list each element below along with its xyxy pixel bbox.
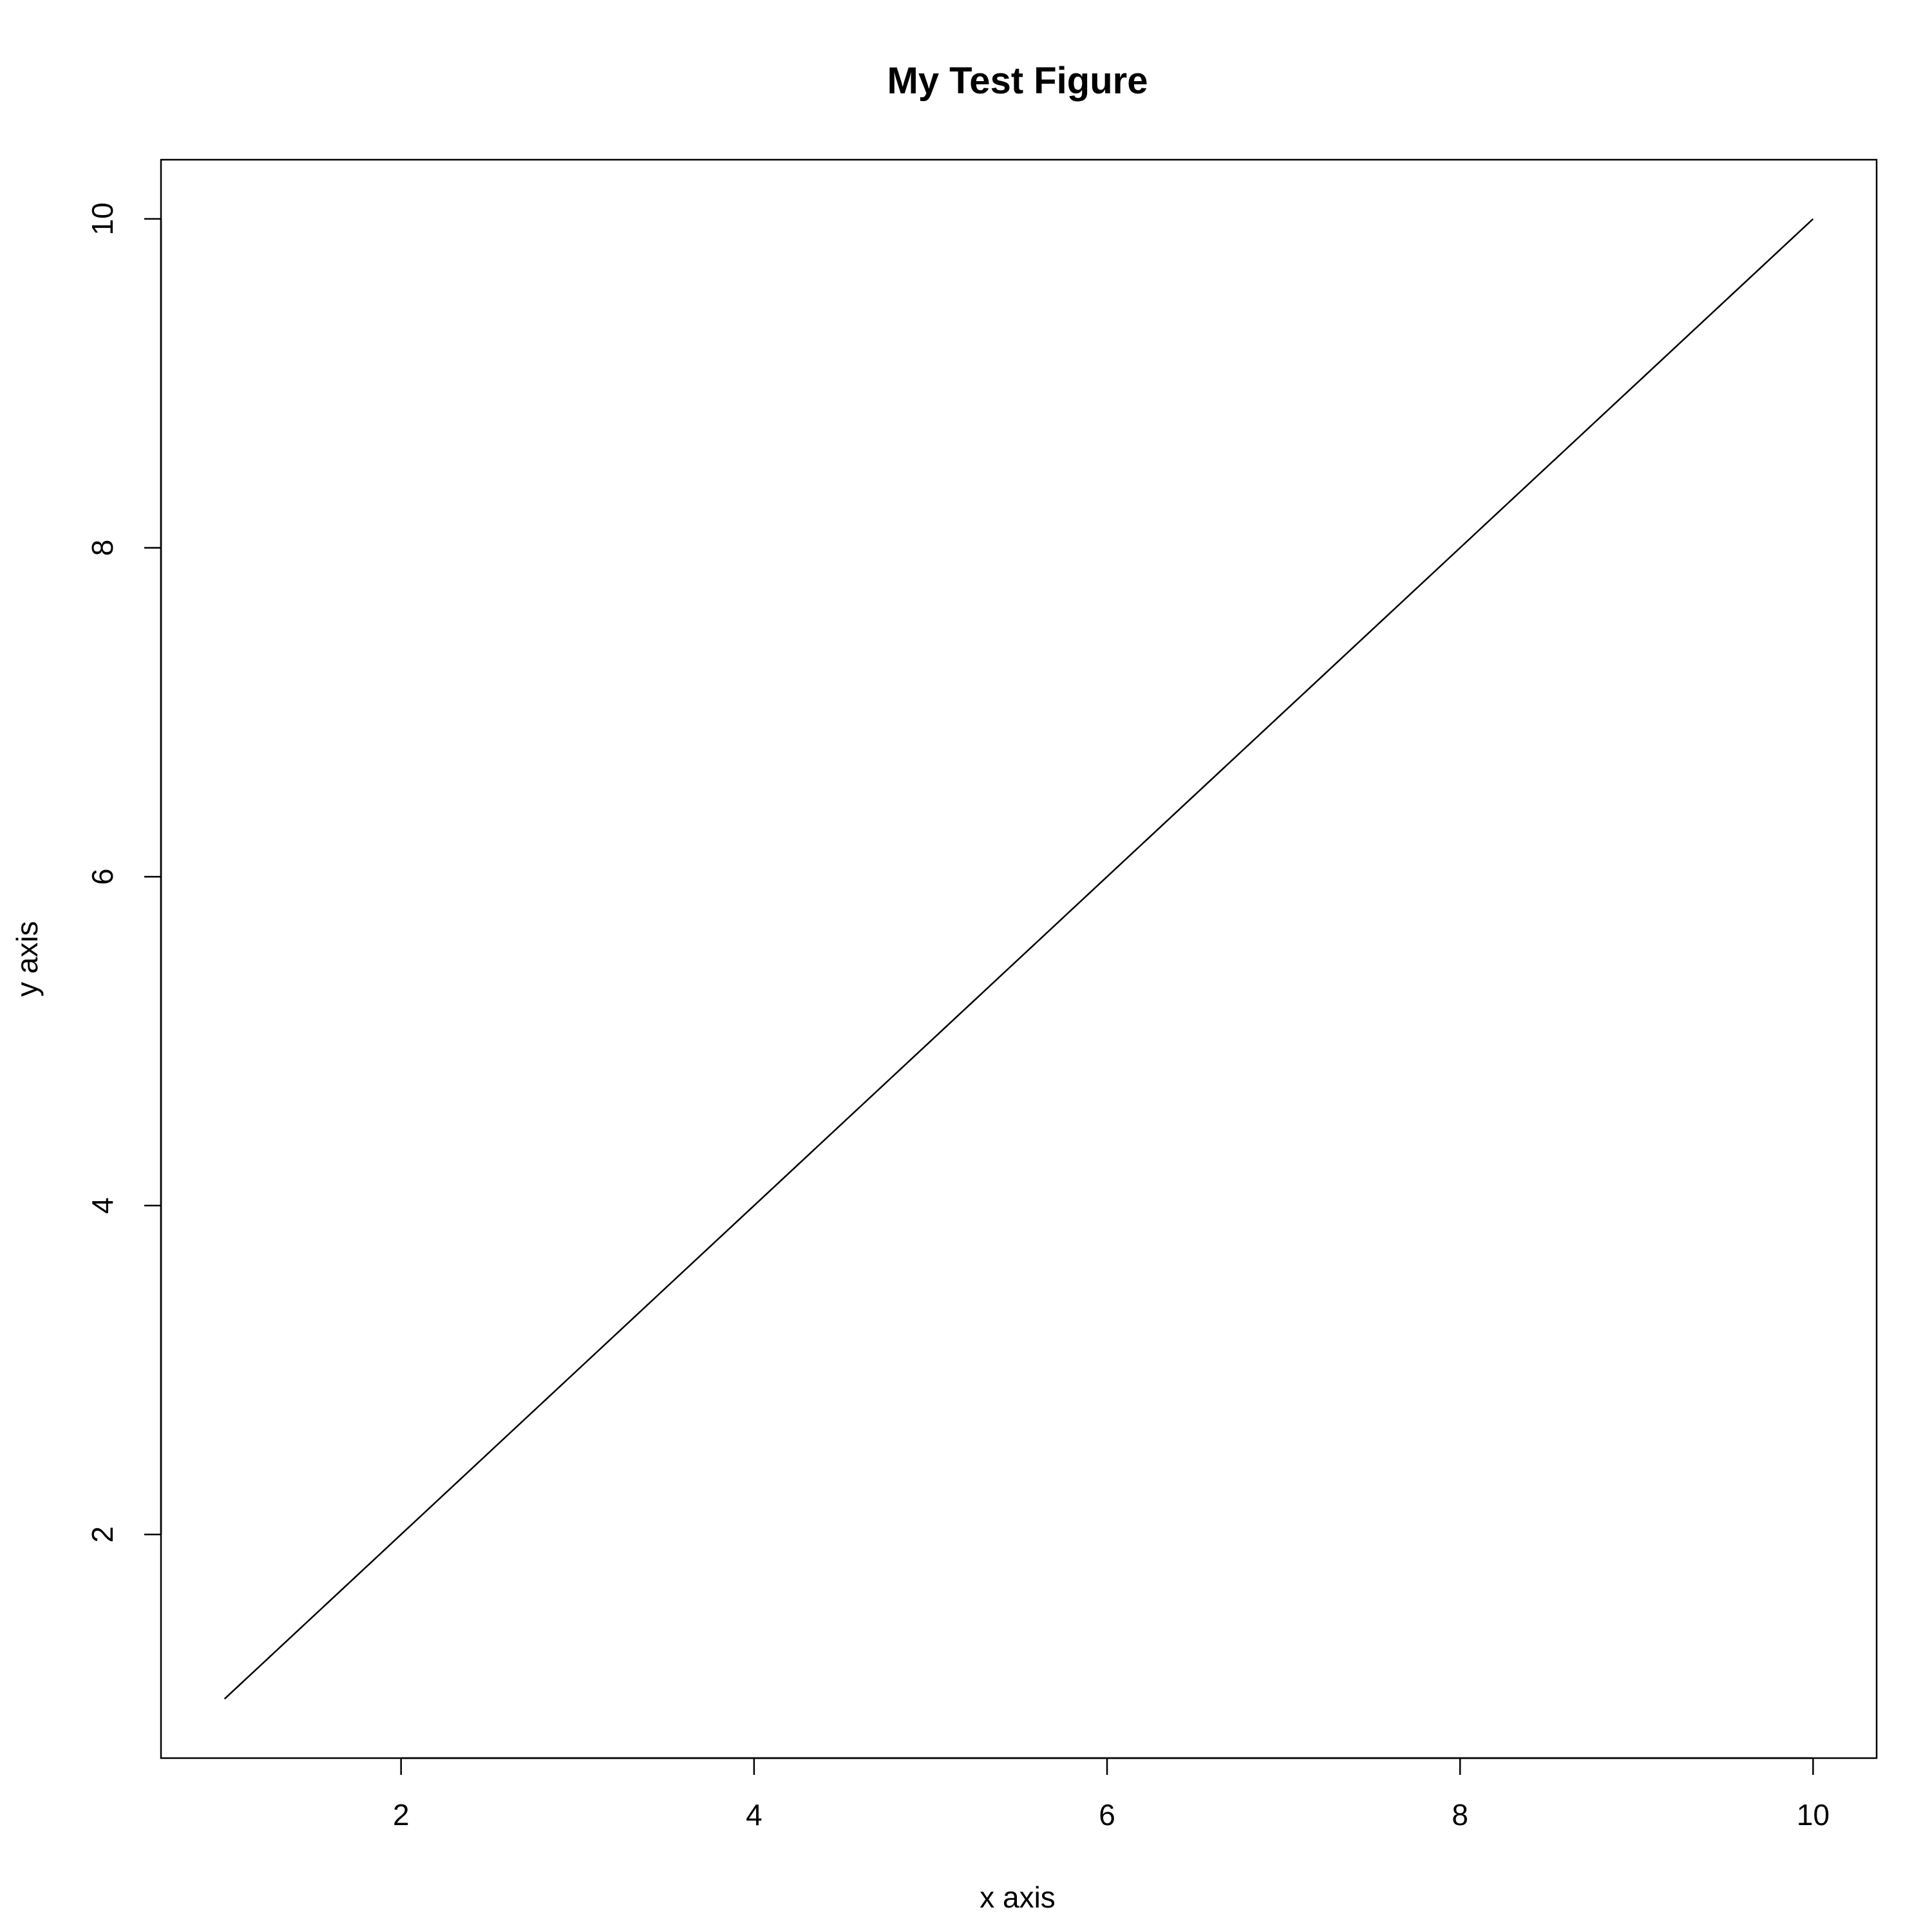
- y-tick-label: 4: [86, 1197, 119, 1214]
- x-axis-label: x axis: [980, 1880, 1056, 1914]
- y-axis-label: y axis: [10, 921, 44, 997]
- x-tick-label: 10: [1797, 1798, 1830, 1832]
- series-line: [223, 218, 1814, 1700]
- x-tick-label: 4: [746, 1798, 762, 1832]
- y-tick-label: 10: [86, 202, 119, 235]
- x-tick-label: 8: [1452, 1798, 1468, 1832]
- series-layer: [223, 218, 1814, 1700]
- y-axis: 2 4 6 8 10: [86, 202, 162, 1543]
- x-tick-label: 2: [393, 1798, 410, 1832]
- y-tick-label: 6: [86, 869, 119, 886]
- y-tick-label: 8: [86, 540, 119, 556]
- chart-title: My Test Figure: [887, 60, 1148, 102]
- x-axis: 2 4 6 8 10: [393, 1757, 1830, 1832]
- x-tick-label: 6: [1099, 1798, 1115, 1832]
- y-tick-label: 2: [86, 1526, 119, 1543]
